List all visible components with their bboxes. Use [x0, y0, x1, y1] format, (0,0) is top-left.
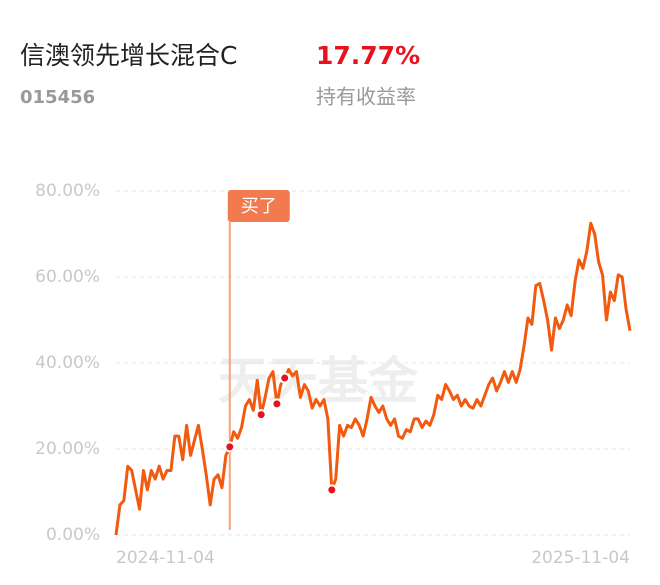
y-tick-label: 80.00% [35, 181, 100, 201]
x-tick-label: 2024-11-04 [116, 548, 215, 568]
trade-point [271, 398, 283, 410]
trade-point [224, 441, 236, 453]
return-label: 持有收益率 [316, 85, 416, 109]
buy-label: 买了 [241, 196, 277, 217]
trade-point [255, 409, 267, 421]
x-tick-label: 2025-11-04 [531, 548, 630, 568]
watermark: 天天基金 [218, 351, 419, 410]
y-tick-label: 60.00% [35, 267, 100, 287]
trade-point [326, 484, 338, 496]
fund-title: 信澳领先增长混合C [20, 41, 237, 70]
trade-point [279, 372, 291, 384]
y-tick-label: 0.00% [46, 525, 100, 545]
fund-code: 015456 [20, 87, 95, 108]
y-tick-label: 20.00% [35, 439, 100, 459]
y-tick-label: 40.00% [35, 353, 100, 373]
buy-badge [227, 190, 290, 222]
line [114, 221, 632, 536]
return-value: 17.77% [316, 41, 420, 70]
